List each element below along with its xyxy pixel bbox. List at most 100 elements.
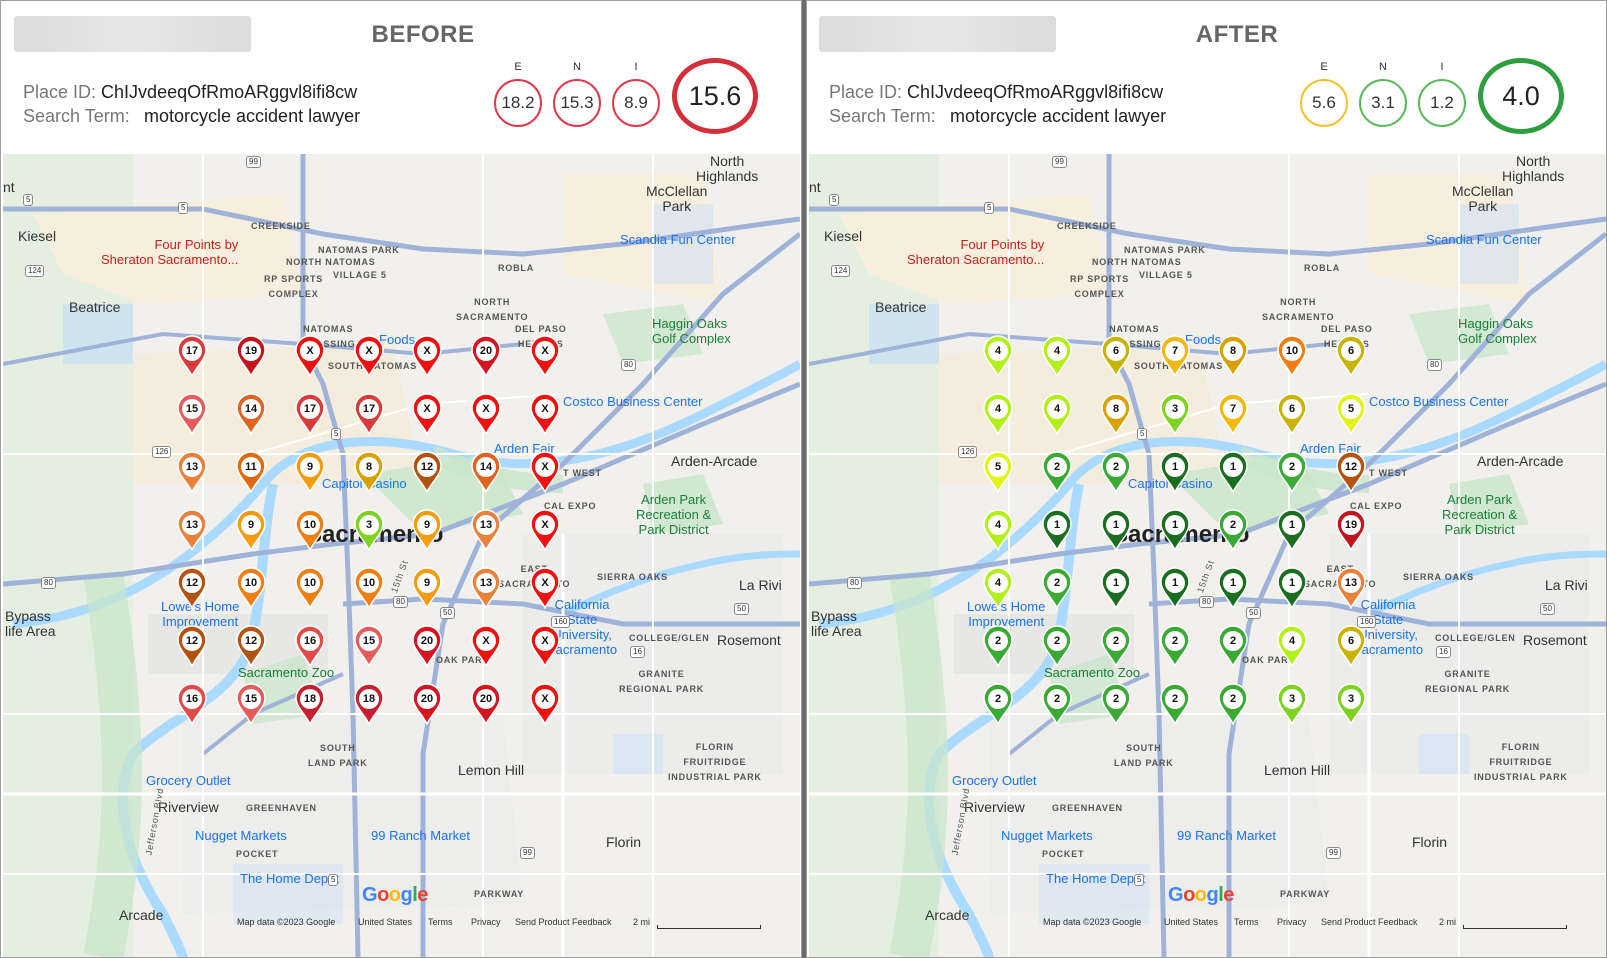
rank-pin[interactable]: 16 bbox=[294, 625, 326, 668]
rank-pin[interactable]: 16 bbox=[176, 683, 208, 726]
rank-pin[interactable]: 20 bbox=[470, 335, 502, 378]
rank-pin[interactable]: 14 bbox=[235, 393, 267, 436]
rank-pin[interactable]: X bbox=[529, 451, 561, 494]
feedback-link[interactable]: Send Product Feedback bbox=[1321, 917, 1418, 927]
rank-pin[interactable]: 6 bbox=[1276, 393, 1308, 436]
rank-pin[interactable]: 12 bbox=[176, 625, 208, 668]
rank-pin[interactable]: X bbox=[411, 393, 443, 436]
rank-pin[interactable]: 3 bbox=[1276, 683, 1308, 726]
rank-pin[interactable]: X bbox=[294, 335, 326, 378]
rank-pin[interactable]: 20 bbox=[470, 683, 502, 726]
privacy-link[interactable]: Privacy bbox=[1277, 917, 1307, 927]
rank-pin[interactable]: 13 bbox=[470, 509, 502, 552]
rank-pin[interactable]: 4 bbox=[982, 509, 1014, 552]
rank-pin[interactable]: 2 bbox=[1159, 625, 1191, 668]
rank-pin[interactable]: 20 bbox=[411, 683, 443, 726]
rank-pin[interactable]: 10 bbox=[1276, 335, 1308, 378]
rank-pin[interactable]: 17 bbox=[176, 335, 208, 378]
rank-pin[interactable]: 13 bbox=[1335, 567, 1367, 610]
rank-pin[interactable]: 4 bbox=[1041, 335, 1073, 378]
rank-pin[interactable]: 15 bbox=[353, 625, 385, 668]
rank-pin[interactable]: 6 bbox=[1335, 335, 1367, 378]
rank-pin[interactable]: 2 bbox=[1041, 451, 1073, 494]
rank-pin[interactable]: 10 bbox=[294, 567, 326, 610]
rank-pin[interactable]: 9 bbox=[411, 567, 443, 610]
rank-pin[interactable]: 4 bbox=[982, 567, 1014, 610]
rank-pin[interactable]: 14 bbox=[470, 451, 502, 494]
rank-pin[interactable]: 2 bbox=[1217, 509, 1249, 552]
rank-pin[interactable]: 2 bbox=[1276, 451, 1308, 494]
rank-pin[interactable]: 1 bbox=[1159, 509, 1191, 552]
rank-pin[interactable]: 2 bbox=[1217, 625, 1249, 668]
rank-pin[interactable]: 2 bbox=[1041, 567, 1073, 610]
rank-pin[interactable]: 18 bbox=[353, 683, 385, 726]
terms-link[interactable]: Terms bbox=[428, 917, 453, 927]
rank-pin[interactable]: 5 bbox=[1335, 393, 1367, 436]
rank-pin[interactable]: 4 bbox=[1041, 393, 1073, 436]
privacy-link[interactable]: Privacy bbox=[471, 917, 501, 927]
rank-pin[interactable]: 13 bbox=[176, 451, 208, 494]
rank-pin[interactable]: 9 bbox=[411, 509, 443, 552]
rank-pin[interactable]: 2 bbox=[1041, 683, 1073, 726]
rank-pin[interactable]: 2 bbox=[1100, 451, 1132, 494]
rank-pin[interactable]: X bbox=[529, 393, 561, 436]
rank-pin[interactable]: 10 bbox=[294, 509, 326, 552]
rank-pin[interactable]: 2 bbox=[1159, 683, 1191, 726]
rank-pin[interactable]: 1 bbox=[1217, 451, 1249, 494]
rank-pin[interactable]: X bbox=[470, 393, 502, 436]
rank-pin[interactable]: 11 bbox=[235, 451, 267, 494]
rank-pin[interactable]: 17 bbox=[294, 393, 326, 436]
rank-pin[interactable]: 4 bbox=[1276, 625, 1308, 668]
rank-pin[interactable]: X bbox=[411, 335, 443, 378]
map-view[interactable]: North Highlands McClellan Park Scandia Fun C… bbox=[3, 154, 800, 957]
rank-pin[interactable]: 8 bbox=[353, 451, 385, 494]
rank-pin[interactable]: 13 bbox=[176, 509, 208, 552]
rank-pin[interactable]: 20 bbox=[411, 625, 443, 668]
rank-pin[interactable]: 7 bbox=[1159, 335, 1191, 378]
rank-pin[interactable]: 6 bbox=[1335, 625, 1367, 668]
rank-pin[interactable]: X bbox=[529, 567, 561, 610]
rank-pin[interactable]: 1 bbox=[1041, 509, 1073, 552]
rank-pin[interactable]: X bbox=[470, 625, 502, 668]
rank-pin[interactable]: X bbox=[529, 509, 561, 552]
rank-pin[interactable]: 1 bbox=[1217, 567, 1249, 610]
terms-link[interactable]: Terms bbox=[1234, 917, 1259, 927]
rank-pin[interactable]: 12 bbox=[235, 625, 267, 668]
rank-pin[interactable]: 1 bbox=[1100, 509, 1132, 552]
rank-pin[interactable]: 5 bbox=[982, 451, 1014, 494]
rank-pin[interactable]: 4 bbox=[982, 393, 1014, 436]
rank-pin[interactable]: 13 bbox=[470, 567, 502, 610]
rank-pin[interactable]: 1 bbox=[1159, 567, 1191, 610]
rank-pin[interactable]: 1 bbox=[1276, 567, 1308, 610]
rank-pin[interactable]: 3 bbox=[1335, 683, 1367, 726]
rank-pin[interactable]: 2 bbox=[1100, 683, 1132, 726]
country-link[interactable]: United States bbox=[358, 917, 413, 927]
rank-pin[interactable]: 17 bbox=[353, 393, 385, 436]
rank-pin[interactable]: X bbox=[529, 625, 561, 668]
rank-pin[interactable]: 18 bbox=[294, 683, 326, 726]
rank-pin[interactable]: X bbox=[529, 335, 561, 378]
rank-pin[interactable]: 7 bbox=[1217, 393, 1249, 436]
rank-pin[interactable]: 12 bbox=[1335, 451, 1367, 494]
rank-pin[interactable]: 19 bbox=[1335, 509, 1367, 552]
rank-pin[interactable]: X bbox=[353, 335, 385, 378]
rank-pin[interactable]: 8 bbox=[1217, 335, 1249, 378]
rank-pin[interactable]: 19 bbox=[235, 335, 267, 378]
rank-pin[interactable]: 2 bbox=[1217, 683, 1249, 726]
rank-pin[interactable]: 3 bbox=[1159, 393, 1191, 436]
rank-pin[interactable]: 1 bbox=[1100, 567, 1132, 610]
feedback-link[interactable]: Send Product Feedback bbox=[515, 917, 612, 927]
rank-pin[interactable]: 2 bbox=[982, 683, 1014, 726]
rank-pin[interactable]: 15 bbox=[235, 683, 267, 726]
rank-pin[interactable]: 2 bbox=[1100, 625, 1132, 668]
map-view[interactable]: North Highlands McClellan Park Scandia Fun C… bbox=[809, 154, 1606, 957]
rank-pin[interactable]: 9 bbox=[294, 451, 326, 494]
rank-pin[interactable]: X bbox=[529, 683, 561, 726]
rank-pin[interactable]: 10 bbox=[353, 567, 385, 610]
rank-pin[interactable]: 2 bbox=[1041, 625, 1073, 668]
rank-pin[interactable]: 9 bbox=[235, 509, 267, 552]
rank-pin[interactable]: 12 bbox=[411, 451, 443, 494]
rank-pin[interactable]: 1 bbox=[1276, 509, 1308, 552]
country-link[interactable]: United States bbox=[1164, 917, 1219, 927]
rank-pin[interactable]: 6 bbox=[1100, 335, 1132, 378]
